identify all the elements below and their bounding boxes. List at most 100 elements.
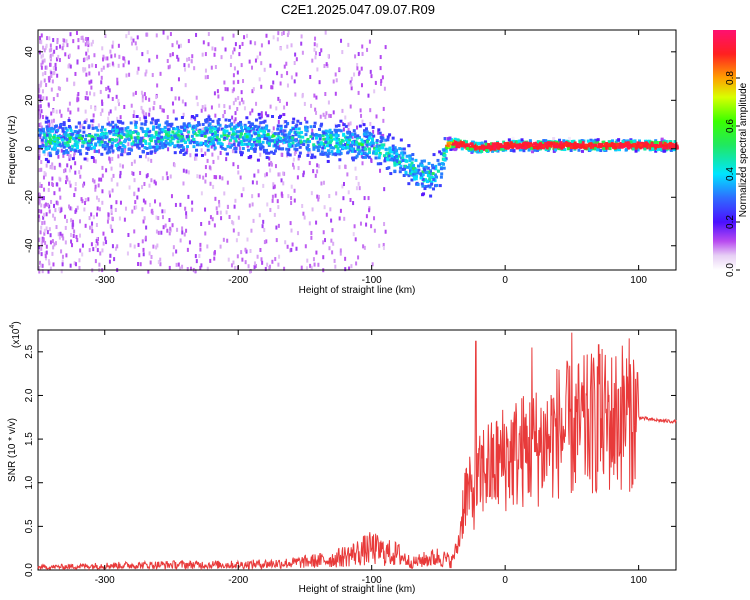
spectrogram-noise-point xyxy=(187,63,190,68)
spectrogram-point xyxy=(603,142,607,146)
spectrogram-point xyxy=(218,123,222,127)
spectrogram-point xyxy=(276,124,280,128)
spectrogram-point xyxy=(192,130,196,134)
spectrogram-point xyxy=(465,145,469,149)
spectrogram-point xyxy=(261,145,265,149)
spectrogram-point xyxy=(44,142,48,146)
spectrogram-noise-point xyxy=(93,179,96,184)
spectrogram-point xyxy=(435,183,439,187)
spectrogram-noise-point xyxy=(50,87,53,92)
spectrogram-noise-point xyxy=(39,134,42,139)
spectrogram-point xyxy=(53,142,57,146)
spectrogram-noise-point xyxy=(57,232,60,237)
spectrogram-noise-point xyxy=(231,149,234,154)
spectrogram-point xyxy=(413,171,417,175)
spectrogram-noise-point xyxy=(248,203,251,208)
spectrogram-point xyxy=(316,140,320,144)
spectrogram-noise-point xyxy=(58,187,61,192)
spectrogram-noise-point xyxy=(210,65,213,70)
spectrogram-point xyxy=(614,145,618,149)
spectrogram-point xyxy=(155,145,159,149)
spectrogram-noise-point xyxy=(128,185,131,190)
spectrogram-point xyxy=(397,160,401,164)
spectrogram-point xyxy=(93,137,97,141)
spectrogram-noise-point xyxy=(82,68,85,73)
spectrogram-noise-point xyxy=(70,206,73,211)
spectrogram-noise-point xyxy=(185,169,188,174)
spectrogram-point xyxy=(556,140,560,144)
spectrogram-point xyxy=(604,146,608,150)
spectrogram-noise-point xyxy=(44,172,47,177)
spectrogram-point xyxy=(374,147,378,151)
spectrogram-point xyxy=(237,130,241,134)
spectrogram-point xyxy=(87,139,91,143)
spectrogram-point xyxy=(367,147,371,151)
spectrogram-point xyxy=(190,115,194,119)
spectrogram-noise-point xyxy=(237,96,240,101)
spectrogram-point xyxy=(294,127,298,131)
spectrogram-noise-point xyxy=(293,198,296,203)
spectrogram-noise-point xyxy=(150,254,153,259)
spectrogram-point xyxy=(429,169,433,173)
spectrogram-point xyxy=(410,178,414,182)
spectrogram-point xyxy=(378,151,382,155)
spectrogram-point xyxy=(521,143,525,147)
spectrogram-point xyxy=(569,149,573,153)
spectrogram-point xyxy=(163,130,167,134)
spectrogram-noise-point xyxy=(325,62,328,67)
spectrogram-noise-point xyxy=(132,114,135,119)
spectrogram-point xyxy=(276,133,280,137)
spectrogram-point xyxy=(499,147,503,151)
spectrogram-noise-point xyxy=(53,203,56,208)
spectrogram-noise-point xyxy=(64,52,67,57)
spectrogram-point xyxy=(207,115,211,119)
spectrogram-noise-point xyxy=(330,218,333,223)
spectrogram-point xyxy=(504,142,508,146)
spectrogram-noise-point xyxy=(230,54,233,59)
spectrogram-point xyxy=(252,139,256,143)
spectrogram-point xyxy=(399,166,403,170)
spectrogram-noise-point xyxy=(58,207,61,212)
spectrogram-noise-point xyxy=(62,236,65,241)
x-tick-label: -300 xyxy=(95,575,115,586)
spectrogram-point xyxy=(62,123,66,127)
x-tick-label: -100 xyxy=(362,575,382,586)
spectrogram-noise-point xyxy=(91,229,94,234)
spectrogram-point xyxy=(214,130,218,134)
spectrogram-noise-point xyxy=(69,165,72,170)
spectrogram-point xyxy=(210,129,214,133)
spectrogram-noise-point xyxy=(53,216,56,221)
spectrogram-point xyxy=(325,138,329,142)
spectrogram-point xyxy=(195,133,199,137)
spectrogram-noise-point xyxy=(52,38,55,43)
spectrogram-point xyxy=(293,147,297,151)
spectrogram-noise-point xyxy=(240,250,243,255)
spectrogram-point xyxy=(123,140,127,144)
spectrogram-noise-point xyxy=(41,72,44,77)
spectrogram-noise-point xyxy=(235,238,238,243)
spectrogram-point xyxy=(271,139,275,143)
spectrogram-point xyxy=(462,141,466,145)
colorbar-ticks: 0.00.20.40.60.8 xyxy=(725,71,740,277)
spectrogram-point xyxy=(405,154,409,158)
spectrogram-noise-point xyxy=(206,74,209,79)
snr-multiplier: (x104) xyxy=(9,321,22,348)
spectrogram-noise-point xyxy=(50,71,53,76)
spectrogram-noise-point xyxy=(232,87,235,92)
spectrogram-noise-point xyxy=(290,247,293,252)
spectrogram-point xyxy=(45,133,49,137)
spectrogram-noise-point xyxy=(272,185,275,190)
spectrogram-point xyxy=(341,146,345,150)
spectrogram-point xyxy=(582,145,586,149)
spectrogram-point xyxy=(402,174,406,178)
spectrogram-point xyxy=(366,141,370,145)
spectrogram-noise-point xyxy=(282,30,285,35)
spectrogram-noise-point xyxy=(227,204,230,209)
spectrogram-noise-point xyxy=(382,133,385,138)
spectrogram-noise-point xyxy=(81,199,84,204)
spectrogram-noise-point xyxy=(169,174,172,179)
spectrogram-point xyxy=(228,118,232,122)
spectrogram-point xyxy=(487,143,491,147)
spectrogram-noise-point xyxy=(111,216,114,221)
colorbar-tick-label: 0.2 xyxy=(725,215,736,229)
